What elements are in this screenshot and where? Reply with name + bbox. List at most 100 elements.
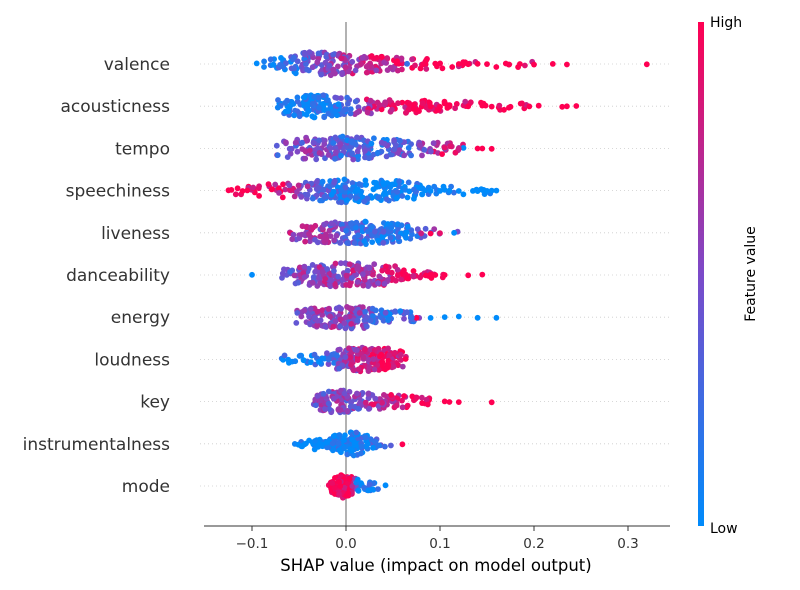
shap-dot (306, 147, 313, 154)
shap-dot (354, 109, 361, 116)
shap-dot (296, 113, 303, 120)
shap-dot (384, 55, 390, 61)
shap-dot (281, 352, 288, 359)
shap-dot (402, 356, 409, 362)
shap-dot (322, 406, 328, 412)
shap-dot (465, 61, 472, 68)
shap-dot (354, 186, 361, 193)
shap-dot (465, 103, 472, 110)
shap-dot (314, 283, 321, 289)
shap-dot (453, 101, 460, 107)
shap-dot (360, 354, 367, 361)
shap-dot (419, 394, 425, 401)
shap-dot (313, 156, 320, 163)
shap-dot (488, 399, 495, 406)
shap-dot (404, 60, 410, 67)
shap-dot (406, 188, 413, 195)
shap-dot (381, 280, 388, 287)
shap-dot (275, 97, 281, 103)
shap-dot (294, 310, 301, 316)
shap-dot (379, 233, 386, 240)
shap-dot (474, 188, 481, 195)
shap-dot (311, 93, 317, 100)
shap-dot (388, 224, 395, 231)
x-tick-label: 0.3 (617, 536, 638, 552)
shap-dot (364, 109, 371, 116)
shap-dot (408, 314, 415, 321)
shap-dot (367, 436, 374, 443)
shap-dot (399, 193, 406, 199)
shap-dot (354, 476, 361, 483)
shap-dot (294, 189, 300, 195)
shap-dot (365, 487, 372, 494)
shap-dot (417, 142, 423, 149)
shap-dot (437, 104, 443, 110)
shap-dot (355, 232, 361, 239)
shap-dot (332, 155, 338, 162)
shap-dot (232, 191, 239, 198)
shap-dot (437, 188, 443, 194)
shap-dot (352, 98, 359, 105)
shap-dot (320, 186, 327, 193)
shap-dot (324, 444, 330, 451)
shap-dot (348, 321, 355, 327)
shap-dot (330, 51, 337, 58)
shap-dot (322, 276, 328, 282)
shap-dot (437, 230, 443, 237)
shap-dot (421, 146, 428, 153)
shap-dot (286, 182, 293, 189)
shap-dot (404, 402, 411, 409)
shap-dot (253, 60, 260, 67)
shap-dot (314, 322, 321, 329)
shap-dot (354, 148, 361, 155)
shap-dot (452, 149, 459, 156)
shap-dot (465, 272, 472, 279)
shap-dot (365, 390, 372, 397)
shap-dot (393, 195, 400, 202)
shap-dot (382, 482, 389, 489)
shap-dot (322, 323, 329, 330)
shap-dot (371, 135, 377, 142)
shap-dot (398, 276, 405, 283)
shap-dot (365, 357, 372, 363)
shap-dot (441, 272, 448, 278)
shap-dot (300, 357, 307, 364)
shap-dot (337, 141, 344, 148)
shap-dot (345, 100, 351, 107)
shap-dot (394, 266, 401, 273)
shap-dot (357, 450, 364, 457)
shap-dot (270, 62, 276, 68)
shap-dot (370, 271, 376, 278)
shap-dot (441, 145, 448, 151)
shap-dot (338, 187, 344, 194)
shap-dot (332, 134, 339, 141)
x-axis: −0.1 0.0 0.1 0.2 0.3 (204, 525, 670, 552)
shap-dot (394, 189, 401, 195)
shap-dot (437, 60, 443, 67)
shap-dot (401, 315, 407, 322)
shap-dot (323, 231, 329, 238)
shap-dot (358, 443, 365, 450)
shap-dot (325, 356, 332, 363)
shap-dot (309, 64, 316, 71)
shap-dot (376, 442, 383, 449)
shap-dot (549, 61, 556, 67)
shap-dot (363, 314, 370, 321)
shap-dot (385, 317, 392, 324)
shap-dot (312, 236, 318, 243)
feature-label-speechiness: speechiness (66, 182, 171, 202)
shap-dot (493, 314, 500, 321)
shap-dot (321, 221, 328, 228)
shap-dot (385, 345, 391, 352)
shap-dot (384, 364, 391, 371)
shap-dot (268, 186, 275, 193)
shap-dot (373, 67, 380, 74)
shap-dot (382, 443, 388, 450)
shap-dot (332, 94, 339, 101)
shap-dot (324, 350, 330, 357)
shap-dot (325, 97, 331, 103)
shap-dot (336, 491, 342, 497)
shap-dot (378, 351, 385, 358)
shap-dot (315, 443, 322, 450)
shap-dot (362, 308, 368, 315)
